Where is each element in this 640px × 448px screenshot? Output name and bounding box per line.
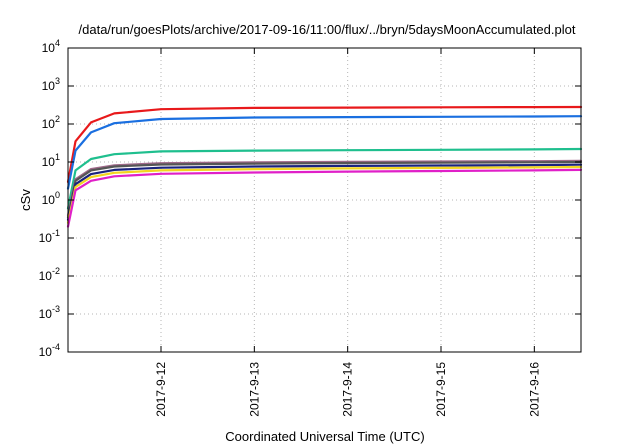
chart-title: /data/run/goesPlots/archive/2017-09-16/1… xyxy=(79,22,576,37)
y-tick-label: 102 xyxy=(42,114,60,131)
series-line-3 xyxy=(66,147,583,210)
x-tick-label: 2017-9-14 xyxy=(341,362,355,417)
series-group xyxy=(66,105,583,228)
y-tick-label: 100 xyxy=(42,190,60,207)
y-tick-label: 10-1 xyxy=(39,228,60,245)
series-line-8 xyxy=(66,168,583,228)
series-line-2 xyxy=(66,115,583,190)
grid xyxy=(68,48,581,352)
x-tick-label: 2017-9-15 xyxy=(434,362,448,417)
x-tick-label: 2017-9-13 xyxy=(247,362,261,417)
series-line-4 xyxy=(66,159,583,217)
series-line-1 xyxy=(66,105,583,183)
x-ticks: 2017-9-12 2017-9-13 2017-9-14 2017-9-15 2017… xyxy=(154,48,541,417)
x-tick-label: 2017-9-12 xyxy=(154,362,168,417)
y-tick-label: 101 xyxy=(42,152,60,169)
x-tick-label: 2017-9-16 xyxy=(527,362,541,417)
y-axis-label: cSv xyxy=(18,189,33,211)
y-tick-label: 10-2 xyxy=(39,266,60,283)
y-tick-label: 103 xyxy=(42,76,60,93)
y-tick-label: 104 xyxy=(42,38,60,55)
x-axis-label: Coordinated Universal Time (UTC) xyxy=(225,429,424,444)
series-line-6 xyxy=(66,163,583,221)
series-line-7 xyxy=(66,165,583,224)
series-line-5 xyxy=(66,160,583,219)
y-tick-label: 10-4 xyxy=(39,342,60,359)
y-ticks: 10-4 10-3 10-2 10-1 100 101 102 103 104 xyxy=(39,38,581,359)
y-tick-label: 10-3 xyxy=(39,304,60,321)
